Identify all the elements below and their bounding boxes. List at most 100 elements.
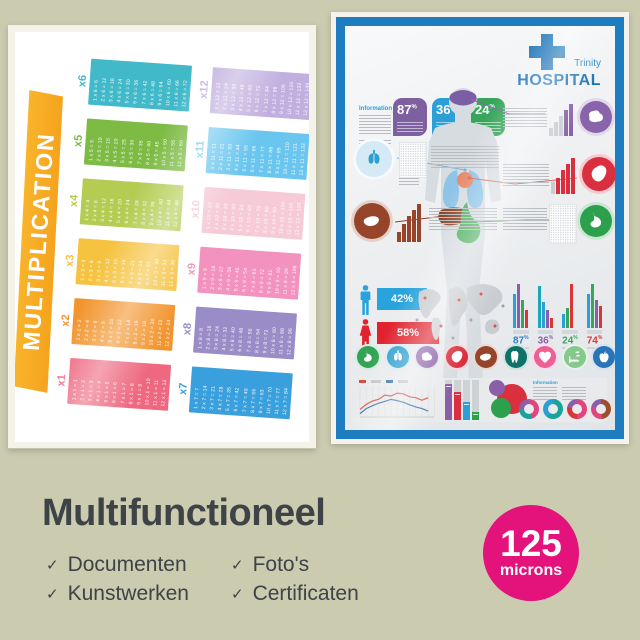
mini-bar-group: 24% (562, 282, 578, 350)
bar (472, 380, 479, 420)
lungs-icon (384, 344, 411, 370)
mult-fact: 12 x 11 = 132 (298, 142, 307, 176)
mini-bar-caption (562, 330, 578, 334)
tooth-glyph (510, 351, 518, 363)
male-percentage: 42% (377, 288, 427, 310)
hospital-poster: Trinity HOSPITAL Information 87% 36% 24% (331, 12, 629, 444)
checklist-label: Foto's (252, 552, 310, 576)
stomach-callout-chart (549, 204, 577, 244)
mini-bar-group: 36% (537, 282, 554, 350)
brain-icon (414, 344, 440, 370)
mini-bar-chart-groups: 87% 36% 24% 74% (513, 282, 603, 350)
checklist-label: Documenten (67, 552, 187, 576)
liver-icon (351, 200, 393, 242)
apple-glyph (599, 351, 609, 363)
male-icon (360, 285, 371, 315)
hospital-brand-name: Trinity (574, 58, 601, 69)
checkmark-icon: ✓ (46, 585, 59, 603)
mini-bars (537, 282, 553, 328)
mult-fact: 12 x 10 = 120 (294, 202, 303, 236)
information-text-placeholder (359, 115, 391, 135)
lungs-icon (353, 138, 395, 180)
donut-chart (543, 399, 563, 419)
tooth-icon (502, 344, 529, 370)
medical-cross-icon (529, 34, 565, 70)
mult-table-body: 1 x 12 = 12 2 x 12 = 24 3 x 12 = 36 4 x 12 … (209, 67, 309, 121)
mult-table-x12: x12 1 x 12 = 12 2 x 12 = 24 3 x 12 = 36 4 x … (197, 66, 309, 121)
mult-fact: 12 x 9 = 108 (290, 265, 299, 296)
brain-organ (449, 90, 477, 106)
stomach-glyph (590, 211, 602, 228)
liver-glyph (363, 216, 379, 227)
brain-glyph (588, 110, 603, 123)
panel-information: Information (533, 380, 586, 401)
mult-fact: 12 x 6 = 72 (181, 79, 190, 108)
world-map (415, 284, 505, 340)
female-percentage: 58% (377, 322, 439, 344)
bar-chart (445, 380, 479, 420)
stomach-icon (355, 344, 381, 370)
stomach-glyph (364, 350, 372, 362)
mini-bars (513, 282, 528, 328)
feature-checklist: ✓ Documenten ✓ Kunstwerken ✓ Foto's ✓ Certifica… (46, 550, 359, 608)
donut-chart (519, 399, 539, 419)
checklist-item: ✓ Certificaten (231, 579, 359, 608)
liver-glyph (479, 353, 492, 361)
stomach-icon (577, 202, 615, 240)
mini-bars (586, 282, 602, 328)
panel-information-heading: Information (533, 380, 558, 385)
line-chart-legend (359, 380, 408, 383)
lungs-callout-chart (399, 142, 427, 178)
liver-callout-text (429, 208, 497, 230)
mini-bar-caption (537, 330, 554, 334)
brain-icon (577, 98, 615, 136)
mult-table-body: 1 x 11 = 11 2 x 11 = 22 3 x 11 = 33 4 x 11 … (205, 126, 309, 180)
panel-text-placeholder (533, 387, 557, 401)
stat-badge-value: 87% (397, 102, 417, 117)
heart-organ (457, 172, 473, 188)
checklist-item: ✓ Kunstwerken (46, 579, 231, 608)
heart-organ-icon (443, 344, 470, 370)
bar (463, 380, 470, 420)
bar (454, 380, 461, 420)
liver-callout-chart (397, 204, 421, 242)
mult-table-x10: x10 1 x 10 = 10 2 x 10 = 20 3 x 10 = 30 4 x … (188, 186, 306, 240)
lungs-glyph (393, 350, 402, 361)
organ-icon-row (355, 344, 615, 370)
heart-organ-glyph (451, 350, 462, 363)
thickness-unit: microns (499, 562, 563, 579)
bar (445, 380, 452, 420)
donut-hole (572, 404, 582, 414)
donut-hole (548, 404, 558, 414)
checkmark-icon: ✓ (231, 556, 244, 574)
mult-fact: 12 x 2 = 24 (164, 319, 173, 347)
mult-fact: 12 x 3 = 36 (168, 259, 177, 287)
donut-charts (519, 399, 611, 419)
mult-table-x11: x11 1 x 11 = 11 2 x 11 = 22 3 x 11 = 33 4 x … (193, 126, 309, 180)
lungs-callout-caption (399, 178, 419, 186)
mult-fact: 12 x 4 = 48 (172, 199, 181, 228)
mini-bar-caption (586, 330, 603, 334)
donut-hole (524, 404, 534, 414)
mini-bars (562, 282, 574, 328)
heart-callout-chart (551, 158, 575, 194)
thickness-badge: 125 microns (483, 505, 579, 601)
thickness-value: 125 (500, 523, 562, 564)
sleep-glyph (568, 351, 580, 363)
donut-hole (596, 404, 606, 414)
brain-callout-text (503, 108, 547, 128)
mini-bar-group: 74% (586, 282, 603, 350)
liver-icon (473, 344, 499, 370)
